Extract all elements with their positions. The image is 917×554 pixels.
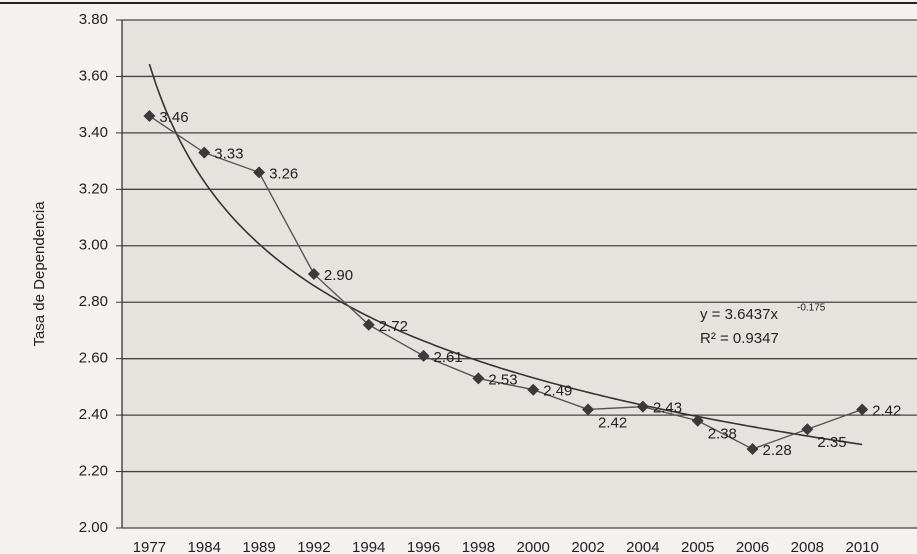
y-axis-label: Tasa de Dependencia: [31, 201, 48, 347]
data-label: 2.72: [379, 318, 408, 335]
x-tick-label: 2000: [517, 539, 550, 554]
data-point: [253, 166, 266, 179]
y-tick-label: 2.20: [79, 463, 108, 480]
trend-exponent: -0.175: [797, 303, 826, 314]
data-label: 2.53: [488, 371, 517, 388]
trendline: [148, 63, 863, 446]
data-point: [198, 146, 211, 159]
data-point: [527, 383, 540, 396]
data-label: 2.49: [543, 383, 572, 400]
data-label: 3.26: [269, 165, 298, 182]
data-label: 2.35: [817, 434, 846, 451]
data-label: 3.33: [214, 146, 243, 163]
data-label: 2.61: [434, 349, 463, 366]
data-label: 2.28: [763, 442, 792, 459]
data-point: [801, 423, 814, 436]
x-tick-label: 1989: [242, 539, 275, 554]
x-tick-label: 2002: [571, 539, 604, 554]
data-point: [307, 268, 320, 280]
y-tick-label: 3.80: [79, 11, 108, 28]
data-point: [143, 109, 156, 122]
data-label: 2.38: [708, 426, 737, 443]
y-tick-label: 3.60: [79, 67, 108, 84]
x-tick-label: 1984: [188, 539, 221, 554]
x-tick-label: 1977: [133, 539, 166, 554]
data-point: [746, 442, 759, 455]
data-label: 2.42: [598, 414, 627, 431]
data-point: [362, 318, 375, 331]
x-tick-label: 2008: [791, 539, 824, 554]
plot-area: [122, 20, 917, 528]
data-point: [856, 403, 869, 416]
y-tick-label: 2.60: [79, 350, 108, 367]
y-tick-label: 2.00: [79, 519, 108, 536]
data-point: [417, 349, 430, 362]
x-tick-label: 2010: [845, 539, 878, 554]
x-tick-label: 1994: [352, 539, 385, 554]
data-point: [636, 400, 649, 413]
trend-equation: y = 3.6437x: [700, 306, 778, 323]
data-label: 2.43: [653, 400, 682, 417]
y-tick-label: 3.00: [79, 237, 108, 254]
y-tick-label: 2.80: [79, 293, 108, 310]
trend-r2: R² = 0.9347: [700, 330, 779, 347]
data-point: [472, 372, 485, 385]
x-tick-label: 1992: [297, 539, 330, 554]
data-point: [691, 414, 704, 427]
data-point: [582, 403, 595, 416]
data-label: 3.46: [159, 109, 188, 126]
data-line: [149, 115, 863, 450]
y-tick-label: 2.40: [79, 406, 108, 423]
y-tick-label: 3.40: [79, 124, 108, 141]
x-tick-label: 1998: [462, 539, 495, 554]
x-tick-label: 1996: [407, 539, 440, 554]
x-tick-label: 2006: [736, 539, 769, 554]
x-tick-label: 2005: [681, 539, 714, 554]
data-label: 2.42: [872, 402, 901, 419]
x-tick-label: 2004: [626, 539, 659, 554]
data-label: 2.90: [324, 267, 353, 284]
y-tick-label: 3.20: [79, 180, 108, 197]
